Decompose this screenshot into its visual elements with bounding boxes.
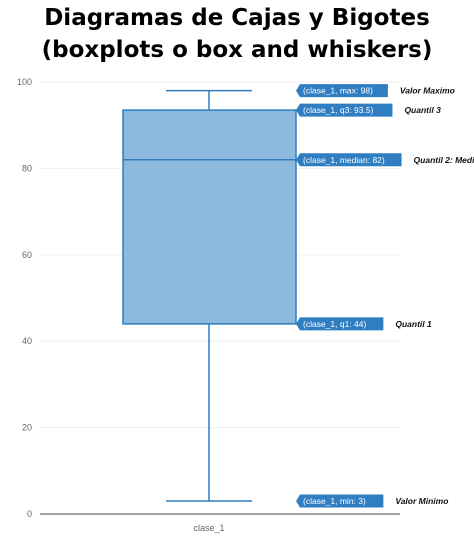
x-tick-label: clase_1 <box>193 523 224 533</box>
hover-label-text: (clase_1, q3: 93.5) <box>303 105 374 115</box>
y-tick-label: 60 <box>22 250 32 260</box>
y-tick-label: 20 <box>22 423 32 433</box>
annotation-text: Quantil 3 <box>404 105 441 115</box>
hover-label-bg <box>296 317 384 331</box>
hover-label-bg <box>296 494 384 508</box>
hover-label: (clase_1, median: 82) <box>296 153 402 167</box>
annotation-text: Quantil 1 <box>395 319 432 329</box>
box-iqr[interactable] <box>122 109 297 325</box>
hover-label-text: (clase_1, q1: 44) <box>303 319 366 329</box>
chart-title: Diagramas de Cajas y Bigotes (boxplots o… <box>0 2 474 66</box>
y-tick-label: 0 <box>27 509 32 519</box>
hover-label: (clase_1, q1: 44) <box>296 317 384 331</box>
hover-label: (clase_1, min: 3) <box>296 494 384 508</box>
y-tick-label: 100 <box>17 77 32 87</box>
annotation-text: Quantil 2: Mediana <box>414 155 474 165</box>
hover-label-bg <box>296 103 393 117</box>
title-line-1: Diagramas de Cajas y Bigotes <box>44 5 430 31</box>
annotation-text: Valor Minimo <box>395 496 448 506</box>
annotation-text: Valor Maximo <box>400 86 455 96</box>
hover-label-bg <box>296 153 402 167</box>
y-tick-label: 40 <box>22 336 32 346</box>
hover-label: (clase_1, max: 98) <box>296 84 388 98</box>
hover-label-text: (clase_1, median: 82) <box>303 155 385 165</box>
hover-label-text: (clase_1, max: 98) <box>303 86 373 96</box>
hover-label: (clase_1, q3: 93.5) <box>296 103 393 117</box>
hover-label-text: (clase_1, min: 3) <box>303 496 366 506</box>
y-tick-label: 80 <box>22 163 32 173</box>
hover-label-bg <box>296 84 388 98</box>
title-line-2: (boxplots o box and whiskers) <box>41 37 433 63</box>
